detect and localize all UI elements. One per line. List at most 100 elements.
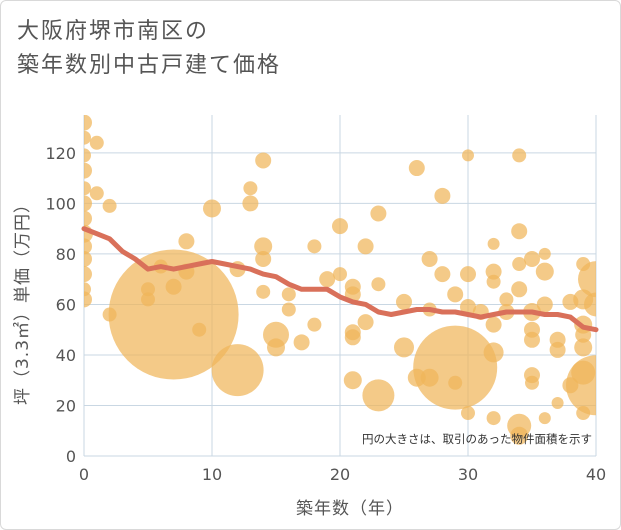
bubble-point: [487, 237, 500, 250]
bubble-point: [370, 205, 387, 222]
bubble-point: [551, 396, 564, 409]
bubble-point: [243, 181, 258, 196]
bubble-point: [460, 298, 476, 315]
bubble-point: [141, 292, 155, 307]
bubble-point: [538, 247, 551, 260]
bubble-point: [102, 198, 117, 213]
bubble-point: [562, 377, 579, 394]
bubble-point: [281, 287, 296, 302]
bubble-point: [319, 271, 336, 288]
bubble-point: [408, 160, 425, 177]
bubble-point: [447, 286, 464, 303]
bubble-point: [84, 148, 91, 163]
bubble-point: [421, 250, 438, 267]
x-tick-label: 40: [586, 465, 606, 484]
bubble-point: [307, 239, 322, 254]
x-tick-label: 10: [202, 465, 222, 484]
bubble-point: [499, 292, 514, 307]
y-axis-label: 坪（3.3㎡）単価（万円）: [13, 195, 33, 405]
bubble-point: [576, 257, 591, 272]
bubble-point: [255, 152, 272, 169]
bubble-point: [256, 284, 271, 299]
trend-line: [81, 226, 599, 333]
x-tick-label: 20: [330, 465, 350, 484]
bubble-point: [576, 406, 591, 421]
bubble-point: [574, 338, 593, 357]
bubble-point: [575, 326, 592, 343]
bubble-point: [485, 316, 502, 333]
bubble-point: [362, 379, 395, 412]
bubble-point: [84, 282, 91, 297]
bubble-point: [394, 337, 414, 358]
bubble-point: [462, 149, 474, 162]
y-tick-label: 100: [45, 194, 76, 213]
y-tick-label: 0: [66, 447, 76, 466]
y-tick-labels: 0 20 40 60 80 100 120: [45, 144, 76, 466]
bubble-point: [510, 426, 529, 445]
bubble-point: [102, 307, 117, 322]
bubble-point: [84, 210, 92, 227]
bubble-point: [483, 342, 504, 363]
bubble-point: [357, 314, 374, 331]
x-axis-label: 築年数（年）: [296, 499, 404, 519]
bubble-point: [89, 135, 104, 150]
bubble-point: [486, 274, 501, 289]
x-tick-label: 30: [458, 465, 478, 484]
bubble-point: [434, 187, 451, 204]
bubble-point: [461, 406, 475, 421]
bubble-point: [165, 278, 182, 295]
bubble-point: [486, 411, 501, 426]
y-tick-label: 80: [56, 245, 76, 264]
bubble-point: [343, 371, 362, 390]
bubble-point: [524, 331, 540, 348]
chart-title: 大阪府堺市南区の 築年数別中古戸建て価格: [17, 15, 281, 83]
bubble-point: [371, 277, 386, 292]
bubble-point: [538, 412, 551, 425]
bubble-point: [84, 181, 91, 196]
bubble-point: [192, 322, 207, 337]
bubble-point: [512, 257, 527, 272]
y-tick-label: 40: [56, 346, 76, 365]
bubble-point: [84, 162, 92, 179]
bubble-point: [485, 263, 502, 280]
bubble-point: [549, 341, 566, 358]
bubble-point: [536, 296, 553, 313]
bubble-point: [84, 130, 91, 145]
bubble-point: [512, 148, 527, 163]
bubble-point: [448, 375, 463, 390]
bubble-point: [573, 289, 594, 310]
bubble-point: [84, 238, 92, 255]
bubble-point: [267, 338, 285, 357]
bubble-point: [307, 317, 322, 332]
x-tick-labels: 0 10 20 30 40: [79, 465, 606, 484]
bubble-size-note: 円の大きさは、取引のあった物件面積を示す: [362, 432, 592, 446]
bubble-point: [84, 115, 92, 131]
bubble-point: [420, 368, 439, 387]
bubble-point: [84, 250, 92, 267]
bubble-point: [242, 195, 259, 212]
bubble-point: [333, 267, 347, 282]
bubble-point: [255, 250, 272, 267]
bubble-point: [525, 375, 539, 390]
bubble-point: [562, 293, 579, 310]
bubble-point: [141, 282, 155, 297]
bubble-point: [203, 199, 221, 218]
y-tick-label: 60: [56, 295, 76, 314]
bubble-point: [211, 344, 264, 397]
y-tick-label: 20: [56, 396, 76, 415]
bubble-point: [254, 237, 273, 256]
bubble-point: [434, 266, 451, 283]
bubble-point: [344, 329, 361, 346]
bubble-point: [178, 233, 195, 250]
bubble-point: [396, 293, 412, 310]
bubble-point: [293, 334, 310, 351]
bubble-point: [357, 238, 374, 255]
bubble-point: [511, 281, 528, 298]
bubble-point: [84, 266, 92, 283]
bubble-point: [571, 360, 596, 385]
bubble-point: [84, 195, 92, 212]
x-tick-label: 0: [79, 465, 89, 484]
bubble-point: [108, 249, 239, 380]
bubble-point: [332, 218, 348, 235]
